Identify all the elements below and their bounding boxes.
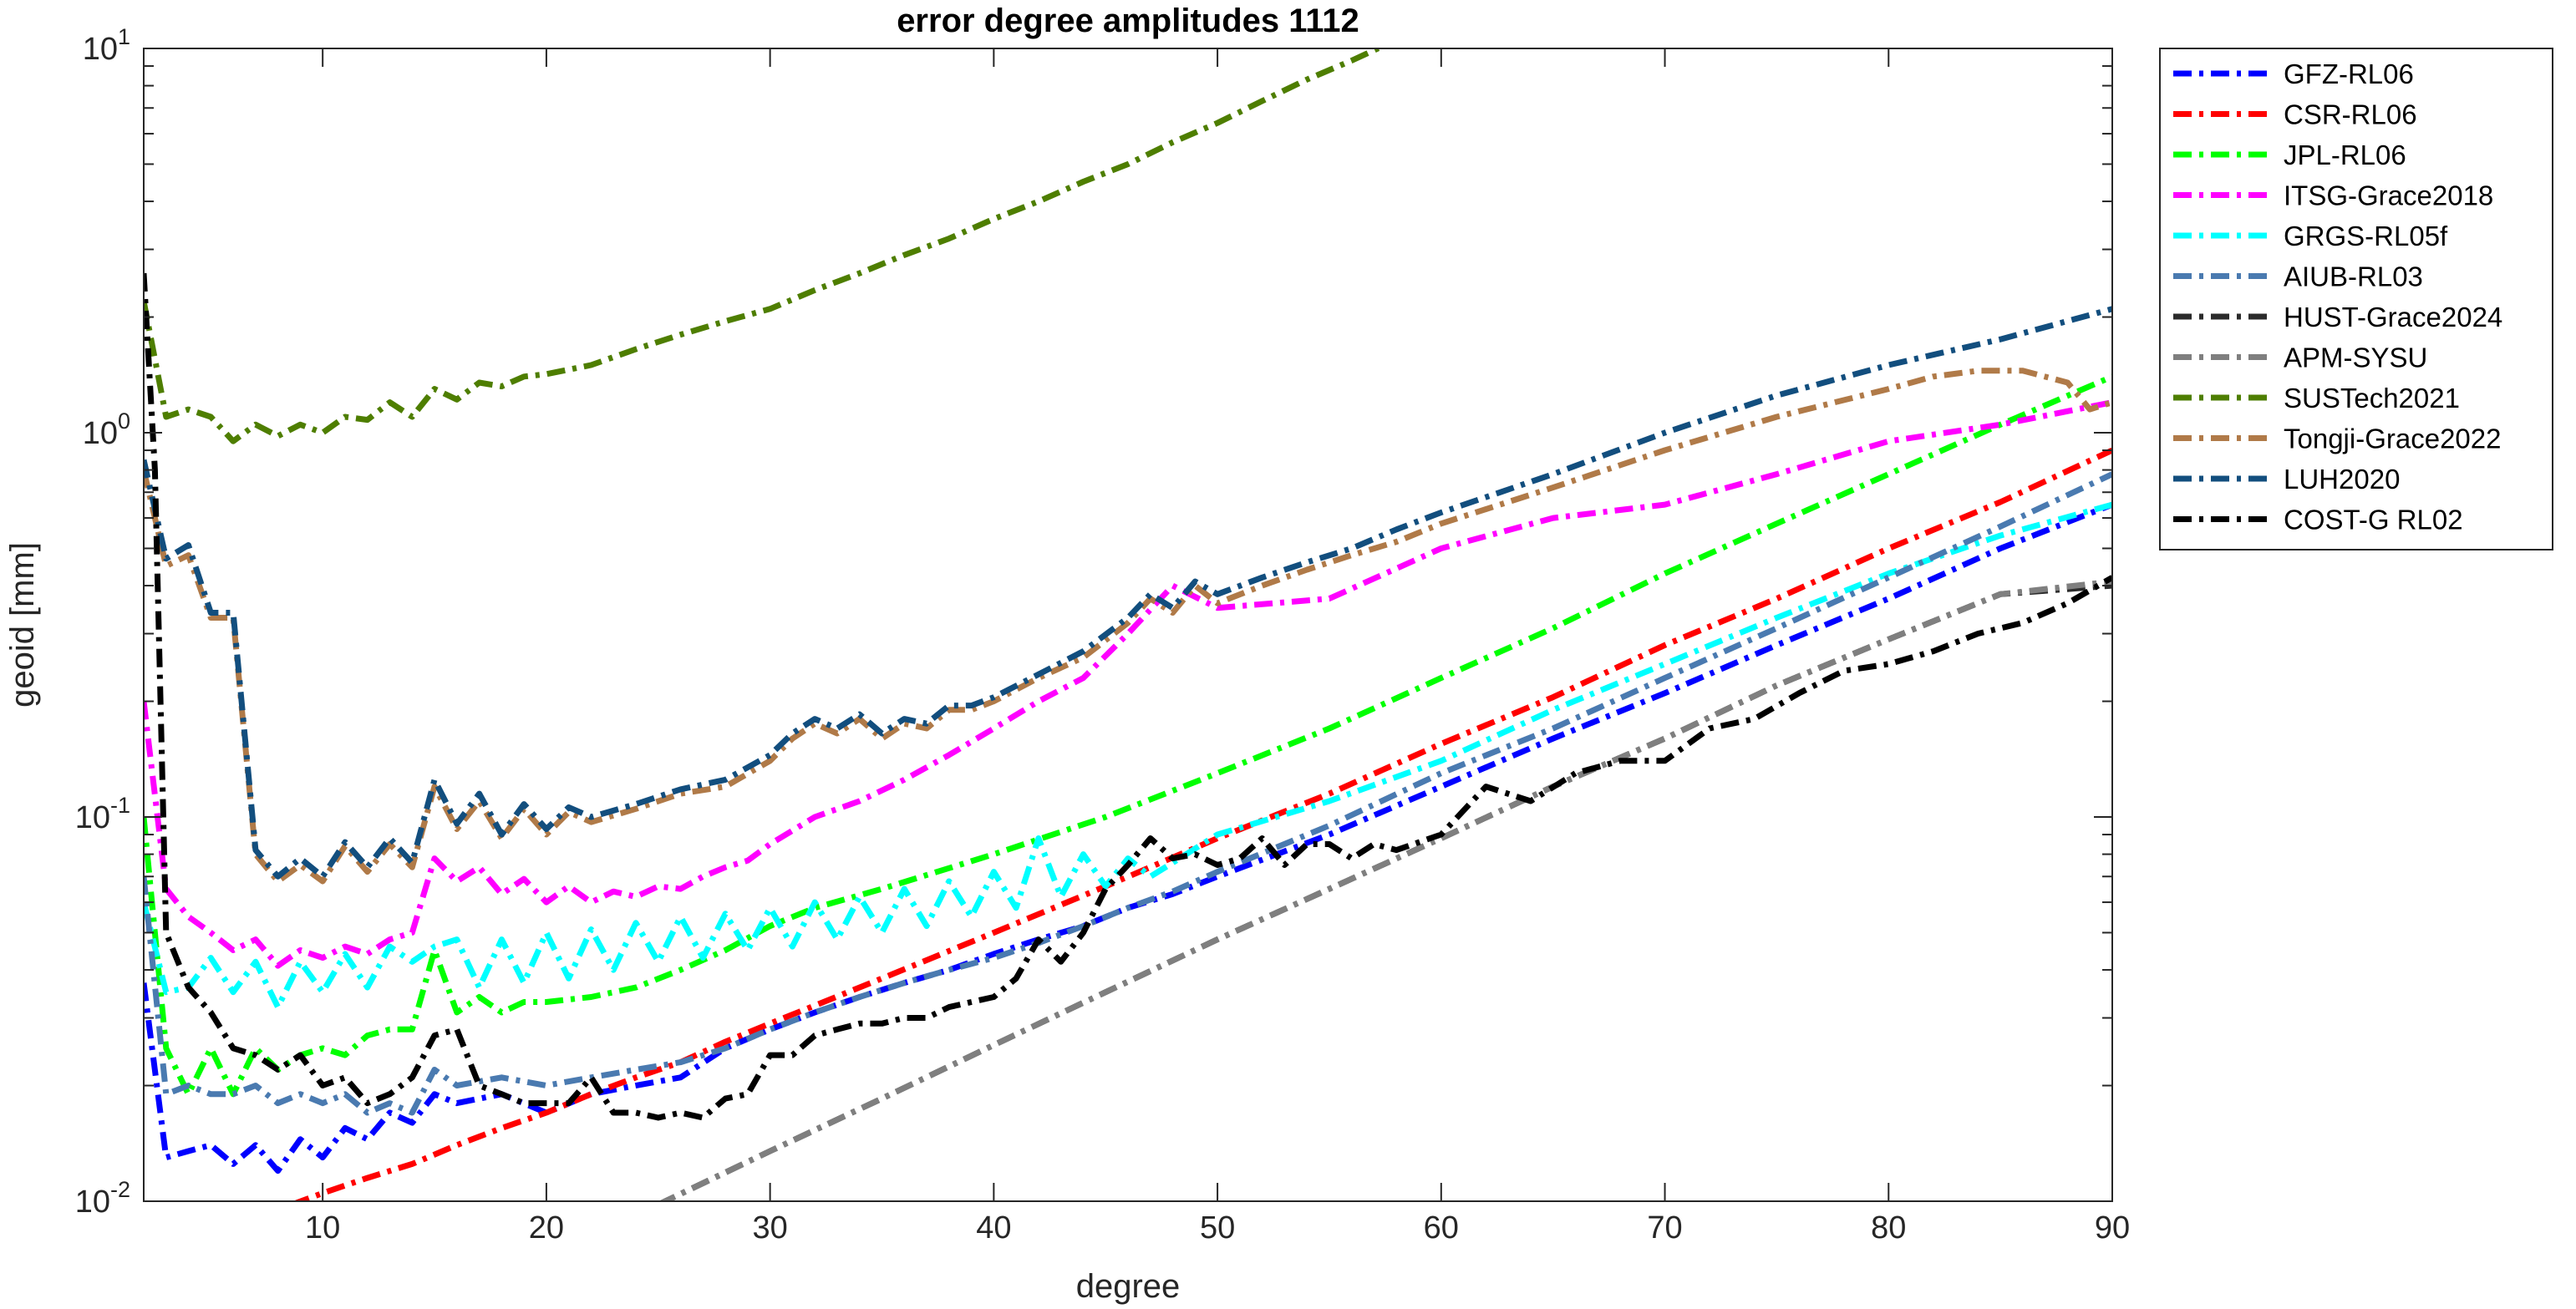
y-tick-exponent: -2 (110, 1177, 130, 1202)
y-tick-label: 10-2 (75, 1177, 130, 1220)
x-tick-label: 50 (1200, 1210, 1235, 1246)
legend-label: Tongji-Grace2022 (2284, 424, 2502, 454)
x-tick-label: 90 (2095, 1210, 2130, 1246)
chart-title: error degree amplitudes 1112 (897, 3, 1359, 39)
y-tick-base: 10 (75, 800, 110, 835)
x-tick-label: 40 (976, 1210, 1011, 1246)
y-tick-base: 10 (83, 32, 118, 67)
legend-label: COST-G RL02 (2284, 505, 2463, 535)
legend-label: APM-SYSU (2284, 342, 2427, 373)
series-line-5 (144, 501, 2112, 1011)
legend-box (2159, 48, 2553, 550)
series-line-6 (144, 471, 2112, 1116)
legend: GFZ-RL06 CSR-RL06 JPL-RL06 ITSG-Grace2018 GR… (2159, 48, 2553, 550)
x-tick-label: 30 (752, 1210, 787, 1246)
legend-label: GRGS-RL05f (2284, 221, 2448, 251)
legend-label: ITSG-Grace2018 (2284, 180, 2493, 211)
x-axis-label: degree (1076, 1268, 1181, 1305)
legend-label: JPL-RL06 (2284, 140, 2406, 170)
series-layer (144, 48, 2112, 1201)
y-tick-exponent: 1 (118, 24, 130, 49)
series-line-11 (144, 306, 2112, 880)
series-line-8 (658, 578, 2112, 1201)
y-tick-exponent: 0 (118, 408, 130, 434)
axes-box (143, 48, 2113, 1202)
y-tick-label: 100 (83, 408, 130, 451)
x-tick-label: 80 (1871, 1210, 1906, 1246)
x-tick-label: 10 (305, 1210, 340, 1246)
series-line-4 (144, 399, 2112, 969)
axes-frame (143, 48, 2113, 1202)
legend-label: LUH2020 (2284, 464, 2400, 495)
y-axis-label: geoid [mm] (4, 542, 41, 708)
legend-label: GFZ-RL06 (2284, 58, 2414, 89)
y-tick-label: 10-1 (75, 793, 130, 835)
series-line-2 (292, 447, 2112, 1201)
y-tick-label: 101 (83, 24, 130, 67)
y-tick-base: 10 (75, 1185, 110, 1220)
y-tick-base: 10 (83, 416, 118, 451)
legend-label: SUSTech2021 (2284, 383, 2460, 414)
series-line-1 (144, 501, 2112, 1175)
x-tick-label: 60 (1424, 1210, 1459, 1246)
x-tick-label: 70 (1647, 1210, 1682, 1246)
legend-label: AIUB-RL03 (2284, 261, 2423, 292)
y-tick-exponent: -1 (110, 793, 130, 818)
x-tick-label: 20 (529, 1210, 564, 1246)
legend-label: HUST-Grace2024 (2284, 302, 2502, 332)
series-line-9 (144, 48, 1385, 444)
legend-label: CSR-RL06 (2284, 99, 2417, 130)
